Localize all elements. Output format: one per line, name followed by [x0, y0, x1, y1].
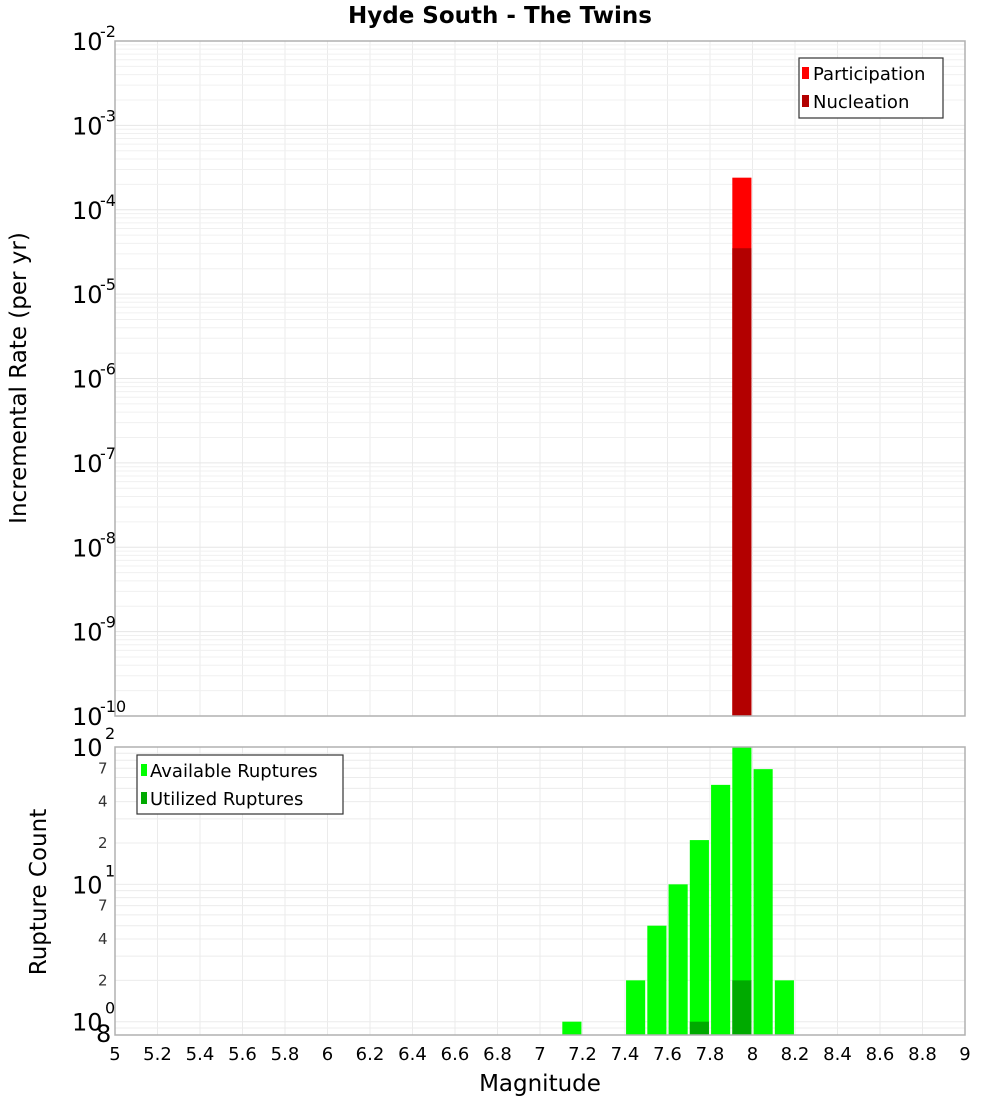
- y-tick-exponent: -6: [100, 360, 116, 379]
- legend-participation: Participation: [813, 64, 925, 85]
- x-tick-label: 6.2: [356, 1044, 385, 1065]
- bottom-legend: Available Ruptures Utilized Ruptures: [136, 754, 344, 815]
- x-tick-label: 8.6: [866, 1044, 895, 1065]
- x-tick-label: 9: [959, 1044, 970, 1065]
- y-tick-label: 10: [72, 734, 103, 762]
- legend-available: Available Ruptures: [150, 761, 318, 782]
- top-panel: 10-210-310-410-510-610-710-810-910-10 In…: [6, 22, 966, 731]
- y-tick-exponent: -9: [100, 613, 116, 632]
- bar-available-ruptures: [689, 840, 709, 1035]
- bar-available-ruptures: [647, 925, 667, 1035]
- y-tick-exponent: 1: [105, 861, 115, 880]
- x-tick-label: 7.6: [653, 1044, 682, 1065]
- y-tick-exponent: -3: [100, 106, 116, 125]
- bar-available-ruptures: [711, 784, 731, 1035]
- y-tick-exponent: -8: [100, 528, 116, 547]
- y-minor-tick-label: 4: [98, 793, 108, 811]
- bar-utilized-ruptures: [732, 980, 752, 1035]
- y-minor-tick-label: 7: [98, 759, 108, 777]
- legend-nucleation: Nucleation: [813, 92, 909, 113]
- available-swatch-icon: [141, 764, 147, 776]
- x-tick-label: 5.8: [271, 1044, 300, 1065]
- y-minor-tick-label: 2: [98, 834, 108, 852]
- y-minor-tick-label: 4: [98, 930, 108, 948]
- chart-title: Hyde South - The Twins: [348, 3, 652, 29]
- y-tick-label: 10: [72, 281, 103, 309]
- y-minor-tick-label: 2: [98, 971, 108, 989]
- y-tick-label: 10: [72, 871, 103, 899]
- bar-available-ruptures: [732, 747, 752, 1035]
- x-tick-label: 7.4: [611, 1044, 640, 1065]
- top-y-tick-labels: 10-210-310-410-510-610-710-810-910-10: [72, 22, 126, 731]
- y-tick-exponent: -4: [100, 191, 116, 210]
- bar-available-ruptures: [626, 980, 646, 1035]
- x-tick-label: 5: [109, 1044, 120, 1065]
- x-tick-label: 8.8: [908, 1044, 937, 1065]
- top-legend: Participation Nucleation: [798, 57, 944, 119]
- y-tick-label: 10: [72, 534, 103, 562]
- y-tick-label: 10: [72, 1009, 103, 1037]
- x-axis-label: Magnitude: [479, 1071, 601, 1097]
- y-tick-exponent: -7: [100, 444, 116, 463]
- bar-available-ruptures: [562, 1021, 582, 1035]
- y-tick-exponent: -5: [100, 275, 116, 294]
- x-tick-label: 8.2: [781, 1044, 810, 1065]
- bottom-y-axis-label: Rupture Count: [26, 809, 52, 975]
- bottom-plot-border: [114, 746, 966, 1036]
- y-tick-label: 10: [72, 28, 103, 56]
- y-tick-label: 10: [72, 197, 103, 225]
- y-tick-exponent: -2: [100, 22, 116, 41]
- top-bars: [732, 177, 752, 717]
- y-tick-exponent: 2: [105, 724, 115, 743]
- x-tick-label: 6.8: [483, 1044, 512, 1065]
- top-gridlines: [115, 41, 966, 717]
- bar-available-ruptures: [753, 769, 773, 1035]
- top-plot-border: [114, 40, 966, 717]
- utilized-swatch-icon: [141, 792, 147, 804]
- x-tick-label: 8.4: [823, 1044, 852, 1065]
- top-legend-box: [798, 57, 944, 119]
- y-tick-label: 10: [72, 366, 103, 394]
- bar-nucleation: [732, 248, 752, 717]
- bar-available-ruptures: [774, 980, 794, 1035]
- legend-utilized: Utilized Ruptures: [150, 789, 303, 810]
- bar-available-ruptures: [668, 884, 688, 1035]
- x-tick-label: 6.4: [398, 1044, 427, 1065]
- x-tick-label: 6: [322, 1044, 333, 1065]
- nucleation-swatch-icon: [802, 95, 809, 107]
- y-tick-exponent: -10: [100, 697, 126, 716]
- x-tick-labels: 5 5.2 5.4 5.6 5.8 6 6.2 6.4 6.6 6.8 7 7.2 7.4 7.6 7.8 8…: [109, 1044, 970, 1065]
- y-tick-label: 10: [72, 112, 103, 140]
- bottom-legend-box: [136, 754, 344, 815]
- bottom-bars: [562, 747, 794, 1035]
- x-tick-label: 7.8: [696, 1044, 725, 1065]
- x-tick-label: 8: [747, 1044, 758, 1065]
- x-tick-label: 7: [534, 1044, 545, 1065]
- x-tick-label: 5.6: [228, 1044, 257, 1065]
- x-tick-label: 5.2: [143, 1044, 172, 1065]
- x-tick-label: 7.2: [568, 1044, 597, 1065]
- y-tick-label: 10: [72, 703, 103, 731]
- bar-utilized-ruptures: [689, 1021, 709, 1035]
- y-minor-tick-label: 8: [96, 1020, 111, 1048]
- x-tick-label: 5.4: [186, 1044, 215, 1065]
- y-minor-tick-label: 7: [98, 897, 108, 915]
- participation-swatch-icon: [802, 67, 809, 79]
- x-tick-label: 6.6: [441, 1044, 470, 1065]
- y-tick-label: 10: [72, 450, 103, 478]
- y-tick-exponent: 0: [105, 999, 115, 1018]
- y-tick-label: 10: [72, 619, 103, 647]
- top-y-axis-label: Incremental Rate (per yr): [6, 232, 32, 524]
